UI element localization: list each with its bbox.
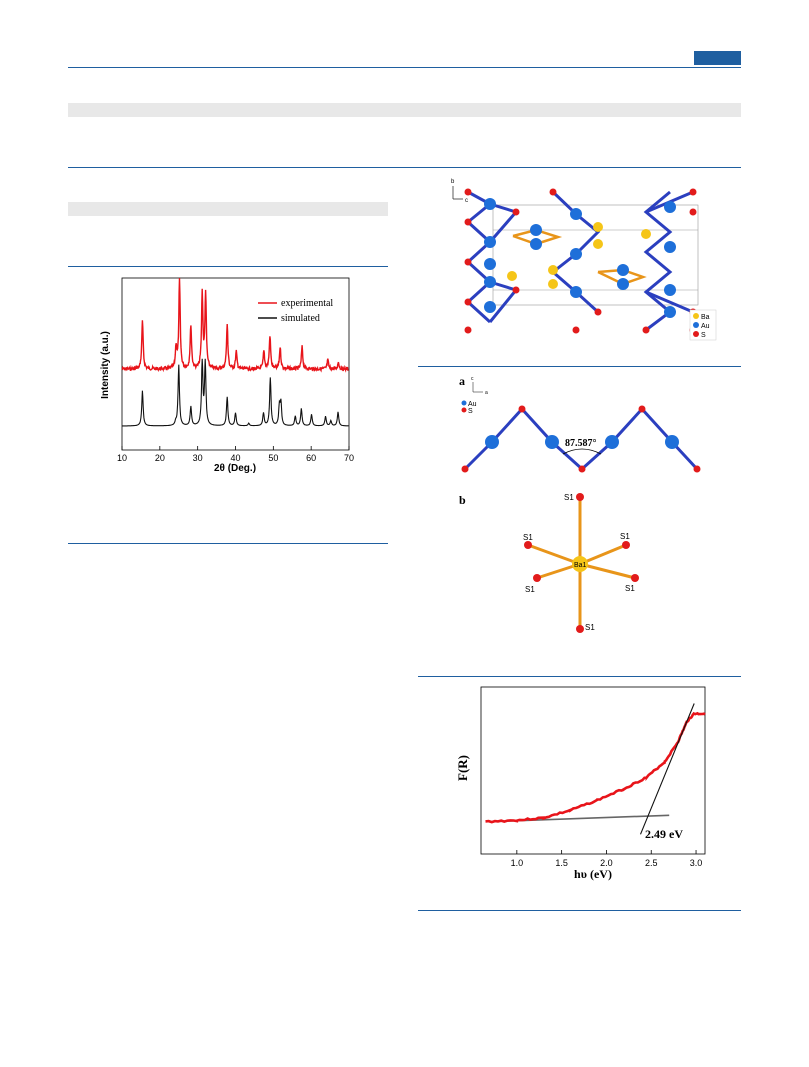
ba-atoms bbox=[507, 222, 651, 289]
header-rule bbox=[68, 67, 741, 68]
fig-xrd-top-rule bbox=[68, 266, 388, 267]
xrd-x-tick-label: 70 bbox=[344, 453, 354, 463]
s1-label-top: S1 bbox=[564, 493, 574, 502]
fig-band-bottom-rule bbox=[418, 910, 741, 911]
xrd-x-tick-label: 60 bbox=[306, 453, 316, 463]
xrd-x-axis-label: 2θ (Deg.) bbox=[214, 463, 256, 474]
coordination-s-atoms bbox=[524, 493, 639, 633]
gray-band-left bbox=[68, 202, 388, 216]
gray-band-top bbox=[68, 103, 741, 117]
axis-a-label-a: a bbox=[485, 390, 488, 396]
au-atoms bbox=[484, 198, 676, 318]
s1-label-bottom: S1 bbox=[585, 623, 595, 632]
axis-c-label-a: c bbox=[471, 376, 474, 382]
legend-s-label-a: S bbox=[468, 408, 473, 415]
band-plot-frame bbox=[480, 686, 706, 855]
panel-a-label: a bbox=[459, 374, 465, 388]
band-tangent-line bbox=[639, 703, 695, 835]
band-x-tick-label: 2.5 bbox=[645, 858, 658, 868]
axis-b-label: b bbox=[451, 179, 455, 185]
chain-coordination-figure: a c a Au S 87.587° b Ba1 S1 S1 S1 S1 S1 … bbox=[459, 374, 701, 633]
s1-label-upper-left: S1 bbox=[523, 533, 533, 542]
bandgap-chart: 1.0 1.5 2.0 2.5 3.0 2.49 eV hυ (eV) F(R) bbox=[455, 686, 706, 881]
section-rule-1 bbox=[68, 167, 741, 168]
band-x-tick-label: 3.0 bbox=[690, 858, 703, 868]
legend-au-dot bbox=[693, 322, 699, 328]
s1-label-upper-right: S1 bbox=[620, 532, 630, 541]
xrd-series-experimental bbox=[121, 278, 349, 373]
xrd-y-axis-label: Intensity (a.u.) bbox=[100, 331, 111, 399]
s1-label-lower-left: S1 bbox=[525, 585, 535, 594]
legend-au-label-a: Au bbox=[468, 401, 477, 408]
legend-au-dot-a bbox=[461, 400, 467, 406]
legend-ba-label: Ba bbox=[701, 314, 710, 321]
fig-chain-bottom-rule bbox=[418, 676, 741, 677]
axis-c-label: c bbox=[465, 198, 468, 204]
legend-label-simulated: simulated bbox=[281, 313, 320, 324]
xrd-chart: 10 20 30 40 50 60 70 experimental simulated 2θ… bbox=[100, 277, 354, 474]
chain-au-atoms bbox=[485, 435, 679, 449]
fig-xrd-bottom-rule bbox=[68, 543, 388, 544]
angle-arc bbox=[562, 448, 602, 455]
crystal-packing-figure: b c Ba Au S bbox=[451, 179, 717, 341]
ba-s-coordination-bonds bbox=[527, 497, 636, 629]
xrd-x-tick-label: 40 bbox=[230, 453, 240, 463]
ba1-label: Ba1 bbox=[574, 562, 587, 569]
band-absorption-curve bbox=[485, 711, 706, 824]
legend-s-label: S bbox=[701, 332, 706, 339]
xrd-x-tick-label: 10 bbox=[117, 453, 127, 463]
page-tab bbox=[694, 51, 741, 65]
xrd-series-simulated bbox=[122, 358, 349, 427]
chain-s-atoms bbox=[461, 405, 701, 473]
ba-s-bonds bbox=[512, 228, 647, 286]
ba1-atom bbox=[572, 556, 588, 572]
legend-s-dot-a bbox=[461, 407, 467, 413]
band-x-tick-label: 1.5 bbox=[555, 858, 568, 868]
panel-b-label: b bbox=[459, 493, 466, 507]
band-x-tick-label: 2.0 bbox=[600, 858, 613, 868]
fig-struct-bottom-rule bbox=[418, 366, 741, 367]
band-x-axis-label: hυ (eV) bbox=[574, 867, 612, 881]
xrd-x-tick-label: 30 bbox=[193, 453, 203, 463]
band-y-axis-label: F(R) bbox=[455, 755, 470, 781]
angle-label: 87.587° bbox=[565, 438, 597, 449]
s1-label-lower-right: S1 bbox=[625, 584, 635, 593]
xrd-x-tick-label: 50 bbox=[268, 453, 278, 463]
xrd-x-tick-label: 20 bbox=[155, 453, 165, 463]
bandgap-annotation: 2.49 eV bbox=[645, 827, 683, 841]
legend-label-experimental: experimental bbox=[281, 298, 333, 309]
legend-au-label: Au bbox=[701, 323, 710, 330]
band-x-tick-label: 1.0 bbox=[511, 858, 524, 868]
legend-ba-dot bbox=[693, 313, 699, 319]
legend-s-dot bbox=[693, 331, 699, 337]
